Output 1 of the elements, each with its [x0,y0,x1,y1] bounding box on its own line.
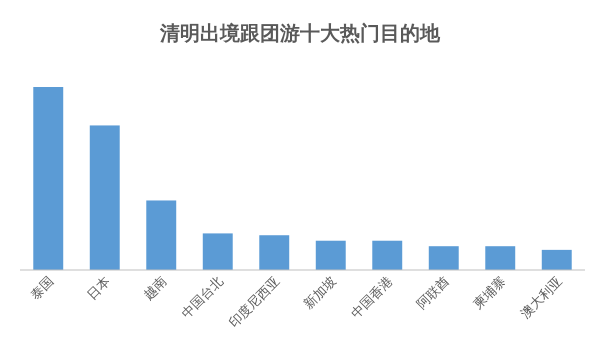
title: 清明出境跟团游十大热门目的地 [160,21,440,45]
